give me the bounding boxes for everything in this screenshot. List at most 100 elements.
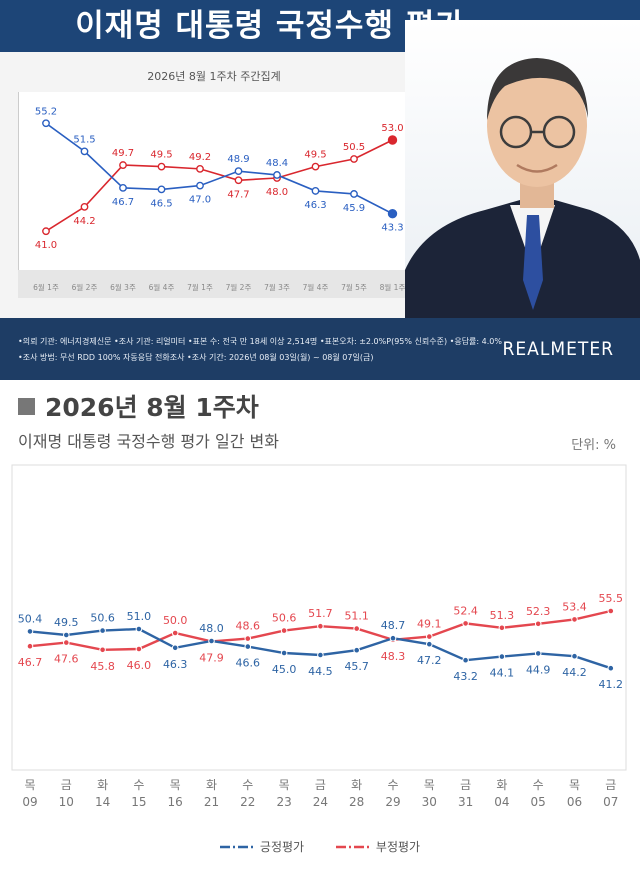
legend-positive-line-icon — [219, 845, 254, 848]
daily-x-tick-label: 14 — [95, 795, 110, 809]
weekly-negative-data-label: 44.2 — [73, 216, 95, 227]
daily-negative-data-label: 47.6 — [54, 653, 79, 666]
daily-positive-data-label: 49.5 — [54, 616, 79, 629]
daily-positive-data-label: 46.6 — [236, 657, 261, 670]
daily-negative-point — [171, 629, 179, 637]
weekly-negative-data-label: 49.5 — [304, 150, 326, 161]
weekly-positive-data-label: 55.2 — [35, 106, 57, 117]
daily-negative-point — [135, 645, 143, 653]
daily-positive-point — [26, 628, 34, 635]
weekly-positive-data-label: 51.5 — [73, 134, 95, 145]
daily-positive-data-label: 50.4 — [18, 612, 43, 625]
weekly-positive-point — [311, 187, 320, 195]
daily-x-tick-label: 04 — [494, 795, 509, 809]
daily-negative-point — [63, 639, 70, 646]
daily-negative-point — [244, 635, 252, 642]
daily-positive-point — [244, 643, 252, 650]
daily-negative-data-label: 45.8 — [90, 660, 115, 673]
daily-x-tick-label: 05 — [531, 795, 546, 809]
weekly-panel: 이재명 대통령 국정수행 평가 2026년 8월 1주차 주간집계 6월 1주 6월… — [0, 0, 640, 380]
square-bullet-icon — [18, 398, 35, 415]
daily-negative-data-label: 53.4 — [562, 600, 587, 613]
daily-weekday-label: 화 — [97, 778, 108, 792]
weekly-negative-point — [80, 202, 89, 211]
daily-negative-data-label: 47.9 — [199, 651, 224, 664]
daily-positive-data-label: 44.9 — [526, 663, 551, 676]
weekly-positive-point — [350, 190, 358, 198]
daily-weekday-label: 목 — [569, 778, 580, 792]
daily-weekday-label: 목 — [24, 778, 35, 792]
weekly-negative-point — [350, 155, 358, 163]
daily-x-tick-label: 29 — [385, 795, 400, 809]
daily-negative-point — [426, 633, 433, 640]
daily-weekday-label: 금 — [61, 778, 72, 792]
daily-positive-data-label: 51.0 — [127, 610, 152, 623]
daily-negative-point — [498, 624, 506, 632]
legend-negative: 부정평가 — [335, 838, 420, 855]
legend-positive-label: 긍정평가 — [259, 840, 305, 854]
weekly-x-tick-label: 7월 1주 — [187, 282, 213, 292]
daily-positive-point — [607, 664, 615, 672]
daily-weekday-label: 목 — [170, 778, 181, 792]
daily-negative-point — [353, 625, 361, 632]
daily-negative-point — [26, 642, 34, 650]
daily-positive-point — [426, 640, 433, 648]
weekly-positive-line — [45, 122, 393, 215]
daily-weekday-label: 수 — [387, 778, 398, 792]
weekly-positive-point — [119, 183, 127, 192]
weekly-x-tick-label: 8월 1주 — [380, 282, 406, 292]
weekly-positive-data-label: 46.3 — [304, 200, 326, 211]
weekly-x-tick-label: 7월 3주 — [264, 282, 290, 292]
daily-negative-point — [534, 620, 542, 628]
daily-x-tick-label: 22 — [240, 795, 255, 809]
weekly-negative-data-label: 47.7 — [227, 189, 249, 200]
weekly-negative-data-label: 50.5 — [343, 142, 365, 153]
daily-positive-point — [63, 631, 70, 639]
daily-x-tick-label: 31 — [458, 795, 473, 809]
daily-x-tick-label: 24 — [313, 795, 328, 809]
daily-positive-point — [280, 649, 288, 657]
weekly-x-tick-label: 7월 2주 — [226, 282, 252, 292]
daily-positive-point — [571, 652, 578, 660]
brand-logo: REALMETER — [502, 338, 614, 360]
daily-weekday-label: 금 — [460, 778, 471, 792]
daily-x-tick-label: 07 — [603, 795, 618, 809]
weekly-negative-point — [42, 227, 50, 236]
weekly-axis-band — [18, 270, 410, 298]
daily-positive-point — [353, 646, 361, 654]
weekly-positive-point — [273, 171, 281, 179]
weekly-x-tick-label: 6월 3주 — [110, 282, 136, 292]
weekly-x-tick-label: 6월 2주 — [72, 282, 98, 292]
daily-negative-point — [317, 622, 324, 630]
section-title-text: 2026년 8월 1주차 — [45, 393, 259, 422]
daily-positive-data-label: 45.0 — [272, 663, 297, 676]
daily-negative-data-label: 48.3 — [381, 650, 406, 663]
daily-negative-data-label: 52.4 — [453, 604, 478, 617]
weekly-negative-data-label: 48.0 — [266, 187, 288, 198]
weekly-negative-point — [157, 162, 166, 171]
daily-weekday-label: 수 — [133, 778, 144, 792]
weekly-positive-point — [234, 167, 243, 176]
weekly-negative-data-label: 41.0 — [35, 240, 57, 251]
daily-x-tick-label: 16 — [168, 795, 183, 809]
daily-negative-data-label: 51.1 — [344, 610, 369, 623]
weekly-positive-data-label: 46.5 — [150, 198, 172, 209]
weekly-positive-point — [80, 147, 89, 156]
weekly-negative-point — [387, 135, 398, 145]
daily-positive-data-label: 45.7 — [344, 660, 369, 673]
daily-x-tick-label: 06 — [567, 795, 582, 809]
weekly-negative-point — [234, 176, 243, 185]
daily-x-tick-label: 09 — [22, 795, 37, 809]
daily-x-tick-label: 21 — [204, 795, 219, 809]
main-title: 이재명 대통령 국정수행 평가 — [75, 8, 465, 44]
weekly-chart-box: 2026년 8월 1주차 주간집계 6월 1주 6월 2주 6월 3주 6월 4주 7월 … — [18, 60, 410, 300]
weekly-x-tick-label: 7월 5주 — [341, 282, 367, 292]
daily-positive-data-label: 47.2 — [417, 654, 442, 667]
weekly-positive-point — [157, 185, 166, 194]
daily-negative-data-label: 51.3 — [490, 609, 515, 622]
weekly-chart-title: 2026년 8월 1주차 주간집계 — [147, 70, 280, 83]
weekly-positive-point — [387, 209, 398, 219]
weekly-negative-point — [119, 161, 127, 169]
daily-x-tick-label: 15 — [131, 795, 146, 809]
weekly-negative-data-label: 49.7 — [112, 148, 134, 159]
